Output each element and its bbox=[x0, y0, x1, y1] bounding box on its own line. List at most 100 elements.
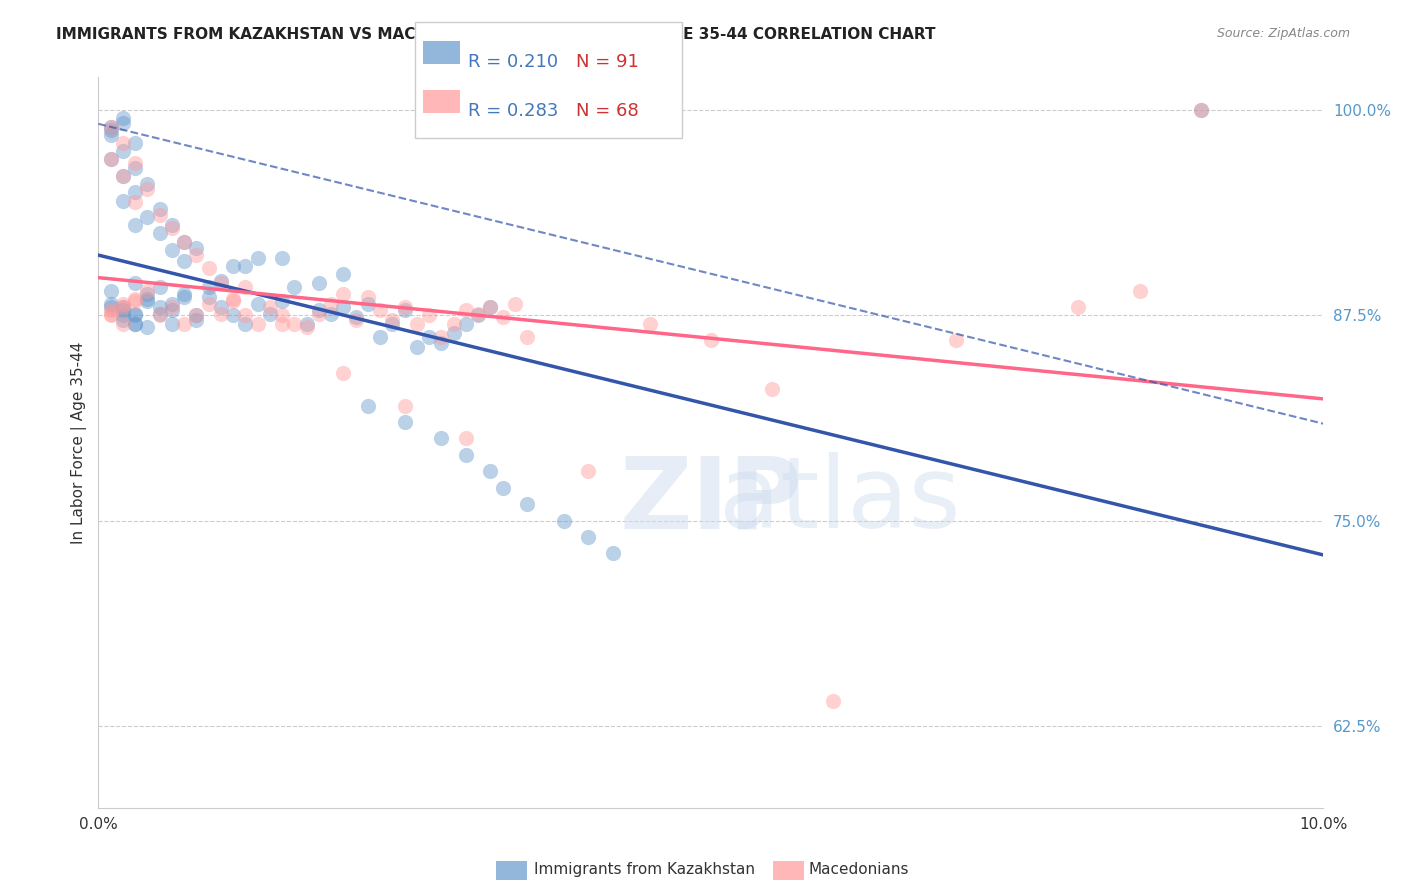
Point bbox=[443, 326, 465, 341]
Point bbox=[418, 309, 440, 323]
Point bbox=[136, 319, 159, 334]
Point bbox=[197, 280, 219, 294]
Point bbox=[209, 276, 232, 290]
Point bbox=[368, 329, 391, 343]
Point bbox=[124, 186, 146, 200]
Point bbox=[124, 292, 146, 306]
Point bbox=[233, 309, 256, 323]
Point bbox=[503, 297, 526, 311]
Point bbox=[136, 182, 159, 196]
Point bbox=[332, 366, 354, 380]
Point bbox=[124, 317, 146, 331]
Y-axis label: In Labor Force | Age 35-44: In Labor Force | Age 35-44 bbox=[72, 342, 87, 544]
Point bbox=[1067, 300, 1090, 314]
Point bbox=[491, 310, 513, 324]
Point bbox=[405, 340, 427, 354]
Point bbox=[111, 300, 134, 314]
Text: Immigrants from Kazakhstan: Immigrants from Kazakhstan bbox=[534, 863, 755, 877]
Point bbox=[246, 317, 269, 331]
Point bbox=[602, 546, 624, 560]
Point bbox=[111, 112, 134, 126]
Point bbox=[271, 317, 294, 331]
Point bbox=[100, 297, 122, 311]
Point bbox=[308, 303, 330, 318]
Text: R = 0.210: R = 0.210 bbox=[468, 53, 558, 70]
Point bbox=[111, 145, 134, 159]
Point bbox=[454, 448, 477, 462]
Point bbox=[160, 300, 183, 314]
Point bbox=[479, 300, 502, 314]
Point bbox=[405, 317, 427, 331]
Point bbox=[357, 290, 380, 304]
Point bbox=[173, 235, 195, 249]
Point bbox=[100, 120, 122, 134]
Point bbox=[222, 309, 245, 323]
Point bbox=[381, 313, 404, 327]
Point bbox=[332, 300, 354, 314]
Point bbox=[209, 274, 232, 288]
Point bbox=[222, 293, 245, 308]
Point bbox=[576, 530, 599, 544]
Point bbox=[295, 317, 318, 331]
Point bbox=[160, 303, 183, 318]
Point bbox=[111, 169, 134, 183]
Point bbox=[394, 300, 416, 314]
Point bbox=[100, 284, 122, 298]
Text: Macedonians: Macedonians bbox=[808, 863, 908, 877]
Point bbox=[173, 290, 195, 304]
Point bbox=[259, 307, 281, 321]
Point bbox=[295, 319, 318, 334]
Point bbox=[1189, 103, 1212, 118]
Point bbox=[271, 293, 294, 308]
Point bbox=[100, 300, 122, 314]
Point bbox=[271, 309, 294, 323]
Point bbox=[233, 317, 256, 331]
Point bbox=[100, 128, 122, 142]
Point bbox=[124, 218, 146, 232]
Point bbox=[124, 155, 146, 169]
Text: atlas: atlas bbox=[718, 452, 960, 549]
Point bbox=[173, 287, 195, 301]
Point bbox=[124, 309, 146, 323]
Point bbox=[344, 310, 367, 324]
Point bbox=[111, 297, 134, 311]
Point bbox=[430, 432, 453, 446]
Point bbox=[308, 276, 330, 290]
Point bbox=[700, 333, 723, 347]
Point bbox=[197, 260, 219, 275]
Point bbox=[124, 276, 146, 290]
Point bbox=[332, 287, 354, 301]
Point bbox=[100, 123, 122, 137]
Point bbox=[430, 336, 453, 351]
Point bbox=[149, 300, 172, 314]
Point bbox=[233, 259, 256, 273]
Text: Source: ZipAtlas.com: Source: ZipAtlas.com bbox=[1216, 27, 1350, 40]
Point bbox=[259, 300, 281, 314]
Text: N = 68: N = 68 bbox=[576, 102, 640, 120]
Point bbox=[443, 317, 465, 331]
Point bbox=[467, 309, 489, 323]
Point bbox=[246, 297, 269, 311]
Point bbox=[491, 481, 513, 495]
Point bbox=[136, 210, 159, 224]
Point bbox=[173, 254, 195, 268]
Point bbox=[124, 195, 146, 210]
Point bbox=[136, 284, 159, 298]
Point bbox=[100, 309, 122, 323]
Point bbox=[149, 208, 172, 222]
Point bbox=[394, 399, 416, 413]
Point bbox=[344, 313, 367, 327]
Point bbox=[357, 297, 380, 311]
Point bbox=[197, 290, 219, 304]
Point bbox=[945, 333, 967, 347]
Point bbox=[761, 382, 783, 396]
Point bbox=[516, 329, 538, 343]
Point bbox=[186, 248, 208, 262]
Point bbox=[160, 317, 183, 331]
Point bbox=[173, 317, 195, 331]
Point bbox=[100, 307, 122, 321]
Point bbox=[111, 309, 134, 323]
Point bbox=[222, 292, 245, 306]
Point bbox=[111, 303, 134, 318]
Point bbox=[136, 292, 159, 306]
